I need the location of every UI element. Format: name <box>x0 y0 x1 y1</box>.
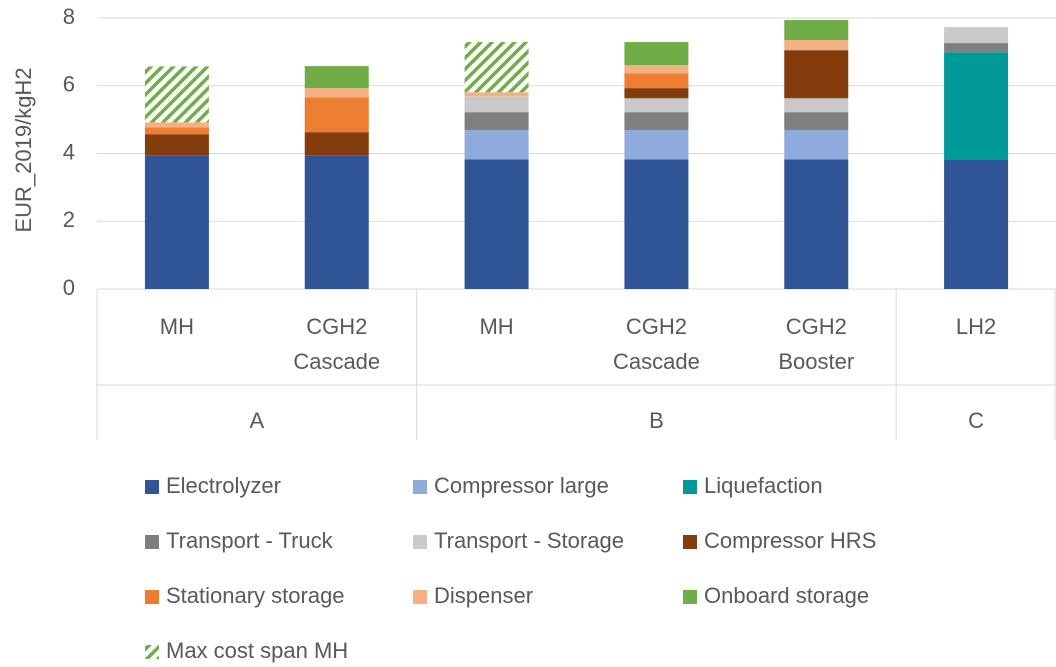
bar-segment <box>304 155 369 289</box>
legend-label: Max cost span MH <box>166 638 348 663</box>
group-label: C <box>968 408 984 433</box>
bar-segment <box>944 159 1009 289</box>
x-tick-label: MH <box>160 314 194 339</box>
bar-segment <box>464 159 529 289</box>
legend-label: Transport - Truck <box>166 528 334 553</box>
bar-segment <box>144 66 209 123</box>
legend-label: Compressor large <box>434 473 609 498</box>
bar-segment <box>304 88 369 98</box>
bar-segment <box>144 134 209 156</box>
y-tick-label: 0 <box>63 275 75 300</box>
bar-segment <box>944 43 1009 53</box>
legend-swatch <box>145 480 159 494</box>
bar-segment <box>624 65 689 74</box>
x-tick-label: CGH2 <box>626 314 687 339</box>
x-tick-label: CGH2 <box>306 314 367 339</box>
x-tick-label: Cascade <box>293 349 380 374</box>
bar-segment <box>144 127 209 135</box>
legend-swatch <box>145 590 159 604</box>
legend-swatch <box>145 535 159 549</box>
bar-segment <box>464 96 529 113</box>
bar-segment <box>944 52 1009 160</box>
bar-segment <box>304 66 369 89</box>
x-tick-label: LH2 <box>956 314 996 339</box>
group-label: B <box>649 408 664 433</box>
legend-swatch <box>683 535 697 549</box>
bar-segment <box>784 20 849 41</box>
bar-segment <box>624 42 689 66</box>
bar-segment <box>784 40 849 51</box>
group-label: A <box>249 408 264 433</box>
x-tick-label: CGH2 <box>786 314 847 339</box>
legend-label: Onboard storage <box>704 583 869 608</box>
legend-label: Compressor HRS <box>704 528 876 553</box>
y-tick-label: 6 <box>63 72 75 97</box>
bar-segment <box>304 132 369 156</box>
legend-swatch <box>145 645 159 659</box>
bar-segment <box>464 112 529 131</box>
bar-segment <box>624 88 689 99</box>
bar-segment <box>464 130 529 160</box>
legend-label: Electrolyzer <box>166 473 281 498</box>
x-tick-label: MH <box>479 314 513 339</box>
bar-segment <box>144 122 209 128</box>
bar-segment <box>944 27 1009 44</box>
legend-swatch <box>683 590 697 604</box>
bar-segment <box>624 130 689 160</box>
bar-segment <box>624 159 689 289</box>
bar-segment <box>784 50 849 99</box>
legend-label: Dispenser <box>434 583 533 608</box>
bar-segment <box>784 130 849 160</box>
bar-segment <box>624 73 689 89</box>
bar-segment <box>784 112 849 131</box>
bar-segment <box>624 112 689 131</box>
y-tick-label: 4 <box>63 139 75 164</box>
legend-label: Stationary storage <box>166 583 345 608</box>
legend-label: Transport - Storage <box>434 528 624 553</box>
x-tick-label: Booster <box>778 349 854 374</box>
legend-swatch <box>413 535 427 549</box>
y-tick-label: 8 <box>63 4 75 29</box>
legend-swatch <box>413 480 427 494</box>
legend-swatch <box>413 590 427 604</box>
bar-segment <box>784 98 849 113</box>
legend-swatch <box>683 480 697 494</box>
bar-segment <box>304 97 369 133</box>
bar-segment <box>464 92 529 97</box>
legend-label: Liquefaction <box>704 473 823 498</box>
bar-segment <box>784 159 849 289</box>
bar-segment <box>624 98 689 113</box>
x-tick-label: Cascade <box>613 349 700 374</box>
y-tick-label: 2 <box>63 207 75 232</box>
bar-segment <box>144 155 209 289</box>
bar-segment <box>464 42 529 93</box>
y-axis-label: EUR_2019/kgH2 <box>11 67 36 232</box>
